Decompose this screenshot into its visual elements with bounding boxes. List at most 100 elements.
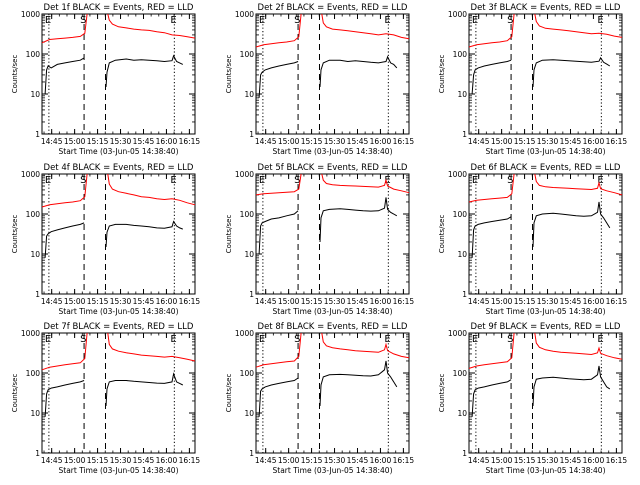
detector-panel-1: Det 1f BLACK = Events, RED = LLD 1 10 100 10… — [11, 3, 200, 156]
marker-label: E — [384, 15, 390, 26]
y-axis-label: Counts/sec — [11, 374, 19, 413]
y-tick-label: 100 — [453, 210, 468, 219]
plot-frame — [255, 173, 410, 295]
events-curve — [471, 216, 512, 258]
y-tick-label: 100 — [453, 369, 468, 378]
x-axis-label: Start Time (03-Jun-05 14:38:40) — [59, 147, 179, 156]
detector-panel-9: Det 9f BLACK = Events, RED = LLD 1 10 100 10… — [438, 322, 627, 475]
y-tick-label: 1000 — [21, 10, 40, 19]
events-curve — [258, 61, 299, 98]
y-tick-label: 1 — [35, 130, 40, 139]
x-tick-label: 15:45 — [560, 456, 582, 465]
x-tick-label: 15:45 — [560, 137, 582, 146]
x-tick-label: 15:00 — [491, 456, 513, 465]
marker-label: E — [384, 175, 390, 186]
y-tick-label: 10 — [30, 250, 40, 259]
x-tick-label: 16:15 — [393, 297, 415, 306]
marker-label: S — [80, 15, 86, 26]
x-tick-label: 16:00 — [583, 297, 605, 306]
events-curve — [319, 55, 398, 88]
plot-frame — [41, 332, 196, 454]
marker-label: E — [170, 334, 176, 345]
panel-title: Det 6f BLACK = Events, RED = LLD — [471, 163, 621, 173]
panel-title: Det 8f BLACK = Events, RED = LLD — [258, 322, 408, 332]
x-tick-label: 15:30 — [110, 297, 132, 306]
x-tick-label: 16:00 — [156, 297, 178, 306]
y-tick-label: 1000 — [235, 170, 254, 179]
events-curve — [258, 377, 299, 417]
x-tick-label: 14:45 — [41, 137, 63, 146]
x-tick-label: 15:45 — [560, 297, 582, 306]
x-axis-label: Start Time (03-Jun-05 14:38:40) — [486, 466, 606, 475]
y-tick-label: 1000 — [235, 10, 254, 19]
x-tick-label: 15:00 — [64, 297, 86, 306]
events-curve — [319, 360, 398, 407]
marker-label: E — [45, 15, 51, 26]
lld-curve — [107, 332, 196, 362]
y-tick-label: 10 — [457, 90, 467, 99]
x-tick-label: 15:45 — [133, 297, 155, 306]
x-tick-label: 15:30 — [324, 297, 346, 306]
panel-title: Det 5f BLACK = Events, RED = LLD — [258, 163, 408, 173]
plot-frame — [255, 332, 410, 454]
marker-label: S — [80, 175, 86, 186]
marker-label: S — [507, 175, 513, 186]
marker-label: E — [259, 334, 265, 345]
y-tick-label: 10 — [30, 409, 40, 418]
y-tick-label: 1 — [249, 130, 254, 139]
x-tick-label: 15:15 — [301, 297, 323, 306]
y-tick-label: 1000 — [448, 170, 467, 179]
marker-label: S — [294, 334, 300, 345]
y-axis-label: Counts/sec — [225, 215, 233, 254]
lld-curve — [468, 332, 515, 369]
x-tick-label: 15:00 — [64, 137, 86, 146]
marker-label: S — [294, 175, 300, 186]
x-tick-label: 14:45 — [41, 456, 63, 465]
y-tick-label: 1 — [249, 290, 254, 299]
lld-curve — [107, 13, 196, 39]
events-curve — [44, 380, 85, 417]
lld-curve — [41, 173, 88, 208]
y-tick-label: 1 — [35, 290, 40, 299]
x-tick-label: 15:30 — [110, 456, 132, 465]
marker-label: S — [294, 15, 300, 26]
y-axis-label: Counts/sec — [225, 55, 233, 94]
x-tick-label: 15:00 — [278, 297, 300, 306]
panel-title: Det 1f BLACK = Events, RED = LLD — [44, 3, 194, 13]
marker-label: S — [80, 334, 86, 345]
marker-label: E — [472, 175, 478, 186]
marker-label: E — [472, 334, 478, 345]
events-curve — [319, 197, 398, 243]
y-axis-label: Counts/sec — [225, 374, 233, 413]
x-tick-label: 15:15 — [87, 137, 109, 146]
lld-curve — [321, 13, 410, 40]
events-curve — [105, 372, 184, 407]
panel-title: Det 9f BLACK = Events, RED = LLD — [471, 322, 621, 332]
x-tick-label: 16:00 — [156, 137, 178, 146]
lld-curve — [321, 332, 410, 359]
lld-curve — [468, 173, 515, 203]
y-tick-label: 1 — [462, 449, 467, 458]
marker-label: E — [472, 15, 478, 26]
panel-title: Det 3f BLACK = Events, RED = LLD — [471, 3, 621, 13]
x-tick-label: 15:00 — [278, 137, 300, 146]
x-axis-label: Start Time (03-Jun-05 14:38:40) — [59, 466, 179, 475]
y-axis-label: Counts/sec — [11, 55, 19, 94]
x-tick-label: 14:45 — [468, 137, 490, 146]
x-tick-label: 15:45 — [133, 456, 155, 465]
marker-label: E — [597, 175, 603, 186]
plot-frame — [41, 13, 196, 135]
panel-title: Det 7f BLACK = Events, RED = LLD — [44, 322, 194, 332]
events-curve — [44, 57, 85, 95]
x-tick-label: 15:30 — [537, 137, 559, 146]
lld-curve — [534, 13, 623, 38]
plot-frame — [41, 173, 196, 295]
x-tick-label: 15:30 — [324, 137, 346, 146]
x-tick-label: 15:15 — [514, 456, 536, 465]
x-tick-label: 16:00 — [583, 456, 605, 465]
marker-label: E — [170, 15, 176, 26]
detector-panel-5: Det 5f BLACK = Events, RED = LLD 1 10 100 10… — [225, 163, 414, 316]
marker-label: E — [45, 334, 51, 345]
y-tick-label: 100 — [26, 369, 41, 378]
marker-label: E — [259, 15, 265, 26]
